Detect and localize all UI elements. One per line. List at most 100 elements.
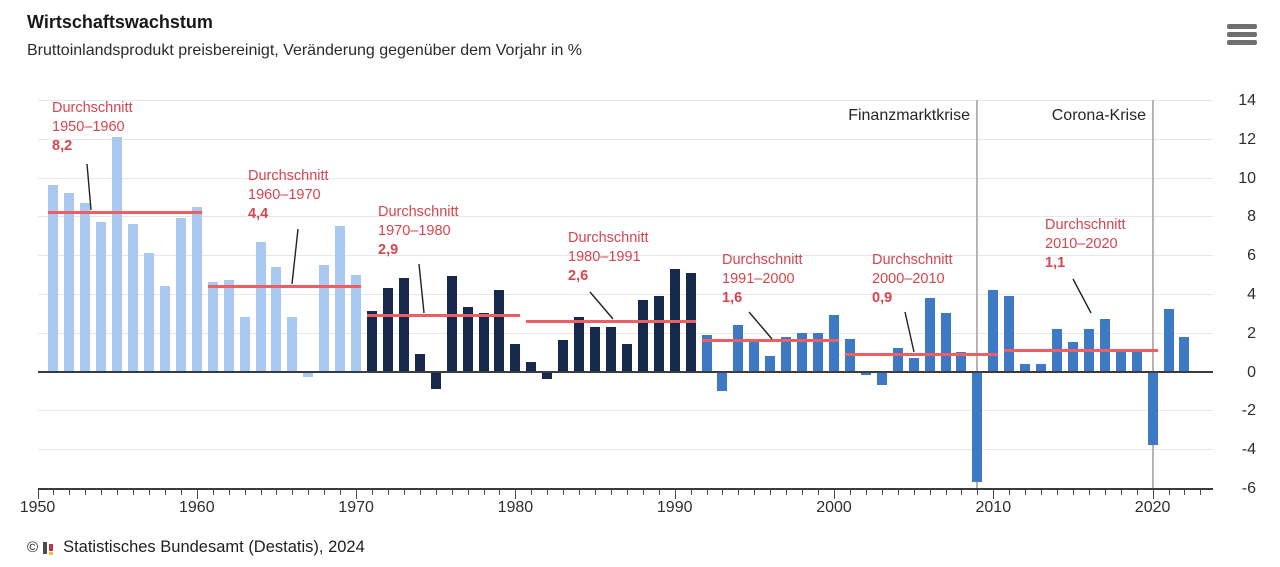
bar-2000[interactable]: [829, 315, 839, 372]
x-tick: [228, 489, 230, 495]
x-tick: [499, 489, 501, 495]
bar-1978[interactable]: [478, 313, 489, 372]
hamburger-bar: [1227, 24, 1257, 29]
bar-1959[interactable]: [175, 218, 186, 372]
bar-1955[interactable]: [112, 136, 123, 372]
bar-1961[interactable]: [207, 282, 218, 372]
bar-1997[interactable]: [781, 336, 792, 372]
bar-1974[interactable]: [414, 354, 425, 372]
bar-1958[interactable]: [159, 286, 170, 372]
bar-2008[interactable]: [956, 352, 967, 372]
bar-1988[interactable]: [637, 299, 648, 372]
x-tick: [117, 489, 119, 495]
bar-1953[interactable]: [80, 202, 91, 372]
bar-2004[interactable]: [892, 348, 903, 372]
bar-2003[interactable]: [876, 371, 887, 386]
bar-1967[interactable]: [303, 371, 314, 378]
bar-1992[interactable]: [701, 334, 712, 372]
bar-2009[interactable]: [972, 371, 983, 483]
y-tick-label: 6: [1247, 247, 1256, 265]
bar-1987[interactable]: [621, 344, 632, 372]
bar-1963[interactable]: [239, 317, 250, 372]
x-tick: [451, 489, 453, 495]
x-tick: [802, 489, 804, 495]
bar-2021[interactable]: [1163, 309, 1174, 372]
hamburger-menu-icon[interactable]: [1227, 24, 1257, 46]
bar-2013[interactable]: [1036, 363, 1047, 372]
bar-1975[interactable]: [430, 371, 441, 389]
bar-2002[interactable]: [860, 371, 871, 376]
bar-2020[interactable]: [1147, 371, 1158, 446]
gridline-2: [37, 332, 1213, 334]
bar-1979[interactable]: [494, 290, 505, 372]
bar-2015[interactable]: [1067, 342, 1078, 372]
x-tick: [754, 489, 756, 495]
average-line-1970–1980: [367, 313, 521, 317]
bar-2012[interactable]: [1020, 363, 1031, 372]
bar-1962[interactable]: [223, 280, 234, 372]
bar-1998[interactable]: [797, 332, 808, 372]
bar-1996[interactable]: [765, 355, 776, 372]
pointer-line-1991–2000: [748, 311, 773, 340]
crisis-label-2020: Corona-Krise: [1051, 107, 1146, 124]
bar-1989[interactable]: [653, 295, 664, 372]
x-tick: [786, 489, 788, 495]
bar-1982[interactable]: [542, 371, 553, 380]
bar-1954[interactable]: [96, 222, 107, 372]
bar-1971[interactable]: [367, 311, 378, 372]
average-label-word: Durchschnitt: [378, 204, 459, 220]
x-tick: [324, 489, 326, 495]
bar-2010[interactable]: [988, 290, 999, 372]
bar-2007[interactable]: [940, 313, 951, 372]
bar-1994[interactable]: [733, 324, 744, 372]
destatis-logo-icon: [43, 540, 56, 555]
bar-2005[interactable]: [908, 357, 919, 372]
bar-1966[interactable]: [287, 317, 298, 372]
bar-1964[interactable]: [255, 241, 266, 372]
x-tick: [308, 489, 310, 495]
bar-1972[interactable]: [382, 288, 393, 372]
bar-2006[interactable]: [924, 297, 935, 372]
x-tick: [690, 489, 692, 495]
bar-1957[interactable]: [144, 253, 154, 372]
bar-2019[interactable]: [1131, 350, 1142, 372]
bar-2017[interactable]: [1099, 319, 1110, 372]
gridline--2: [37, 410, 1213, 412]
x-tick: [244, 489, 246, 495]
average-label-1950–1960: Durchschnitt 1950–1960 8,2: [52, 99, 133, 156]
bar-1981[interactable]: [526, 361, 537, 372]
x-tick: [929, 489, 931, 495]
bar-1951[interactable]: [48, 185, 59, 372]
bar-1956[interactable]: [128, 224, 139, 372]
bar-1993[interactable]: [717, 371, 728, 391]
bar-1995[interactable]: [749, 342, 760, 372]
average-label-2000–2010: Durchschnitt 2000–2010 0,9: [872, 251, 953, 308]
bar-2022[interactable]: [1179, 336, 1190, 372]
bar-1999[interactable]: [813, 332, 824, 372]
x-tick-major-1970: [356, 489, 358, 499]
bar-1977[interactable]: [462, 307, 473, 372]
bar-1952[interactable]: [64, 193, 75, 372]
x-tick: [292, 489, 294, 495]
bar-1983[interactable]: [558, 340, 569, 372]
bar-1980[interactable]: [510, 344, 521, 372]
bar-1965[interactable]: [271, 266, 282, 372]
bar-1984[interactable]: [574, 317, 585, 372]
bar-1973[interactable]: [398, 278, 409, 372]
bar-1960[interactable]: [191, 206, 202, 372]
bar-1970[interactable]: [351, 274, 362, 372]
bar-1969[interactable]: [335, 226, 346, 372]
bar-1976[interactable]: [446, 276, 457, 372]
x-tick: [1136, 489, 1138, 495]
bar-1985[interactable]: [590, 326, 601, 372]
x-tick-major-1950: [37, 489, 39, 499]
bar-1968[interactable]: [319, 264, 330, 372]
gridline-10: [37, 177, 1213, 179]
bar-2018[interactable]: [1115, 352, 1126, 372]
hamburger-bar: [1227, 32, 1257, 37]
hamburger-bar: [1227, 40, 1257, 45]
bar-1986[interactable]: [605, 326, 616, 372]
x-tick: [387, 489, 389, 495]
bar-2011[interactable]: [1004, 295, 1015, 372]
